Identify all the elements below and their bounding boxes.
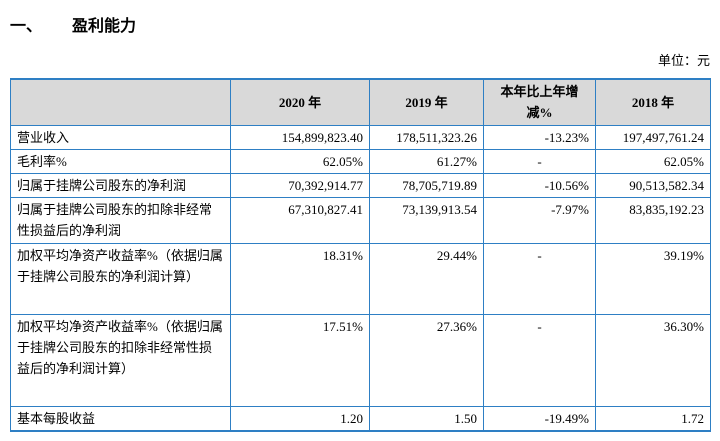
cell-2020: 70,392,914.77 [230,172,370,198]
table-row-basic-eps: 基本每股收益 1.20 1.50 -19.49% 1.72 [10,405,711,431]
cell-2019: 1.50 [369,405,484,431]
table-row-net-profit-excl-nonrecurring: 归属于挂牌公司股东的扣除非经常性损益后的净利润 67,310,827.41 73… [10,196,711,244]
cell-yoy-change: -13.23% [483,124,596,150]
cell-2019: 73,139,913.54 [369,196,484,244]
cell-2018: 36.30% [595,313,711,407]
cell-2019: 27.36% [369,313,484,407]
table-row-weighted-roe-excl-nonrecurring: 加权平均净资产收益率%（依据归属于挂牌公司股东的扣除非经常性损益后的净利润计算）… [10,313,711,407]
section-number: 一、 [10,18,43,35]
row-label: 归属于挂牌公司股东的净利润 [10,172,231,198]
table-row-net-profit: 归属于挂牌公司股东的净利润 70,392,914.77 78,705,719.8… [10,172,711,198]
cell-yoy-change: - [483,148,596,174]
cell-2020: 17.51% [230,313,370,407]
col-header-2020: 2020 年 [230,78,370,126]
cell-2020: 62.05% [230,148,370,174]
table-row-weighted-roe: 加权平均净资产收益率%（依据归属于挂牌公司股东的净利润计算） 18.31% 29… [10,242,711,315]
cell-2018: 90,513,582.34 [595,172,711,198]
unit-label: 单位：元 [657,53,710,68]
cell-2020: 154,899,823.40 [230,124,370,150]
page-title: 盈利能力 [72,18,137,35]
cell-2019: 61.27% [369,148,484,174]
cell-2019: 29.44% [369,242,484,315]
report-section: 一、 盈利能力 单位：元 2020 年 2019 年 本年比上年增减% 2018 … [10,16,711,432]
section-heading: 一、 盈利能力 [10,16,710,38]
cell-2020: 18.31% [230,242,370,315]
cell-2020: 1.20 [230,405,370,431]
col-header-yoy-change: 本年比上年增减% [483,78,596,126]
cell-2020: 67,310,827.41 [230,196,370,244]
cell-2018: 39.19% [595,242,711,315]
profitability-table: 2020 年 2019 年 本年比上年增减% 2018 年 营业收入 154,8… [10,78,711,432]
col-header-2018: 2018 年 [595,78,711,126]
cell-yoy-change: - [483,242,596,315]
table-header-row: 2020 年 2019 年 本年比上年增减% 2018 年 [10,78,711,126]
cell-2018: 83,835,192.23 [595,196,711,244]
cell-2019: 178,511,323.26 [369,124,484,150]
table-row-gross-margin: 毛利率% 62.05% 61.27% - 62.05% [10,148,711,174]
row-label: 毛利率% [10,148,231,174]
cell-2018: 197,497,761.24 [595,124,711,150]
cell-2018: 1.72 [595,405,711,431]
row-label: 归属于挂牌公司股东的扣除非经常性损益后的净利润 [10,196,231,244]
row-label: 加权平均净资产收益率%（依据归属于挂牌公司股东的净利润计算） [10,242,231,315]
cell-yoy-change: - [483,313,596,407]
col-header-metric [10,78,231,126]
row-label: 加权平均净资产收益率%（依据归属于挂牌公司股东的扣除非经常性损益后的净利润计算） [10,313,231,407]
cell-yoy-change: -10.56% [483,172,596,198]
col-header-2019: 2019 年 [369,78,484,126]
cell-yoy-change: -7.97% [483,196,596,244]
cell-2019: 78,705,719.89 [369,172,484,198]
cell-yoy-change: -19.49% [483,405,596,431]
row-label: 基本每股收益 [10,405,231,431]
cell-2018: 62.05% [595,148,711,174]
table-row-revenue: 营业收入 154,899,823.40 178,511,323.26 -13.2… [10,124,711,150]
row-label: 营业收入 [10,124,231,150]
